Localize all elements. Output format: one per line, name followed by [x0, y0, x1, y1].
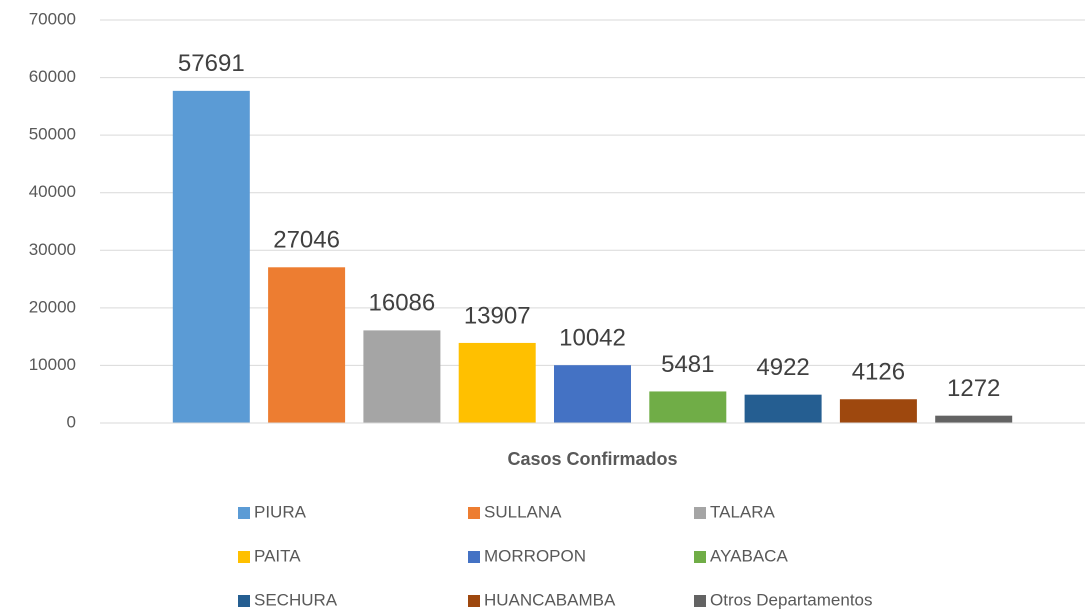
- legend-label: AYABACA: [710, 546, 788, 565]
- data-label: 13907: [464, 302, 531, 329]
- y-tick-label: 20000: [29, 297, 76, 316]
- bar: [268, 267, 346, 423]
- bar: [363, 330, 441, 423]
- x-tick-label: Casos Confirmados: [507, 449, 677, 469]
- data-label: 10042: [559, 325, 626, 352]
- legend-label: SECHURA: [254, 590, 338, 609]
- data-label: 4922: [756, 354, 809, 381]
- legend-swatch: [238, 595, 250, 607]
- bar: [649, 391, 727, 423]
- legend-swatch: [694, 507, 706, 519]
- data-label: 57691: [178, 50, 245, 77]
- bar: [172, 90, 250, 423]
- legend-swatch: [468, 595, 480, 607]
- legend-swatch: [694, 595, 706, 607]
- y-tick-label: 70000: [29, 9, 76, 28]
- legend-label: PAITA: [254, 546, 301, 565]
- data-label: 16086: [369, 290, 436, 317]
- bar: [744, 394, 822, 423]
- legend-swatch: [468, 507, 480, 519]
- bar: [935, 415, 1013, 423]
- legend-label: PIURA: [254, 502, 307, 521]
- legend-swatch: [238, 551, 250, 563]
- legend-label: SULLANA: [484, 502, 562, 521]
- data-label: 1272: [947, 375, 1000, 402]
- bar: [554, 365, 631, 423]
- legend-swatch: [238, 507, 250, 519]
- bar: [839, 399, 917, 423]
- y-tick-label: 40000: [29, 182, 76, 201]
- legend-swatch: [468, 551, 480, 563]
- legend-label: HUANCABAMBA: [484, 590, 616, 609]
- y-tick-label: 10000: [29, 355, 76, 374]
- y-tick-label: 30000: [29, 240, 76, 259]
- y-tick-label: 50000: [29, 125, 76, 144]
- data-label: 27046: [273, 227, 340, 254]
- y-tick-label: 0: [67, 412, 76, 431]
- legend-label: TALARA: [710, 502, 776, 521]
- bar: [458, 342, 536, 423]
- legend-label: Otros Departamentos: [710, 590, 873, 609]
- legend-label: MORROPON: [484, 546, 586, 565]
- data-label: 5481: [661, 351, 714, 378]
- data-label: 4126: [852, 359, 905, 386]
- y-tick-label: 60000: [29, 67, 76, 86]
- legend-swatch: [694, 551, 706, 563]
